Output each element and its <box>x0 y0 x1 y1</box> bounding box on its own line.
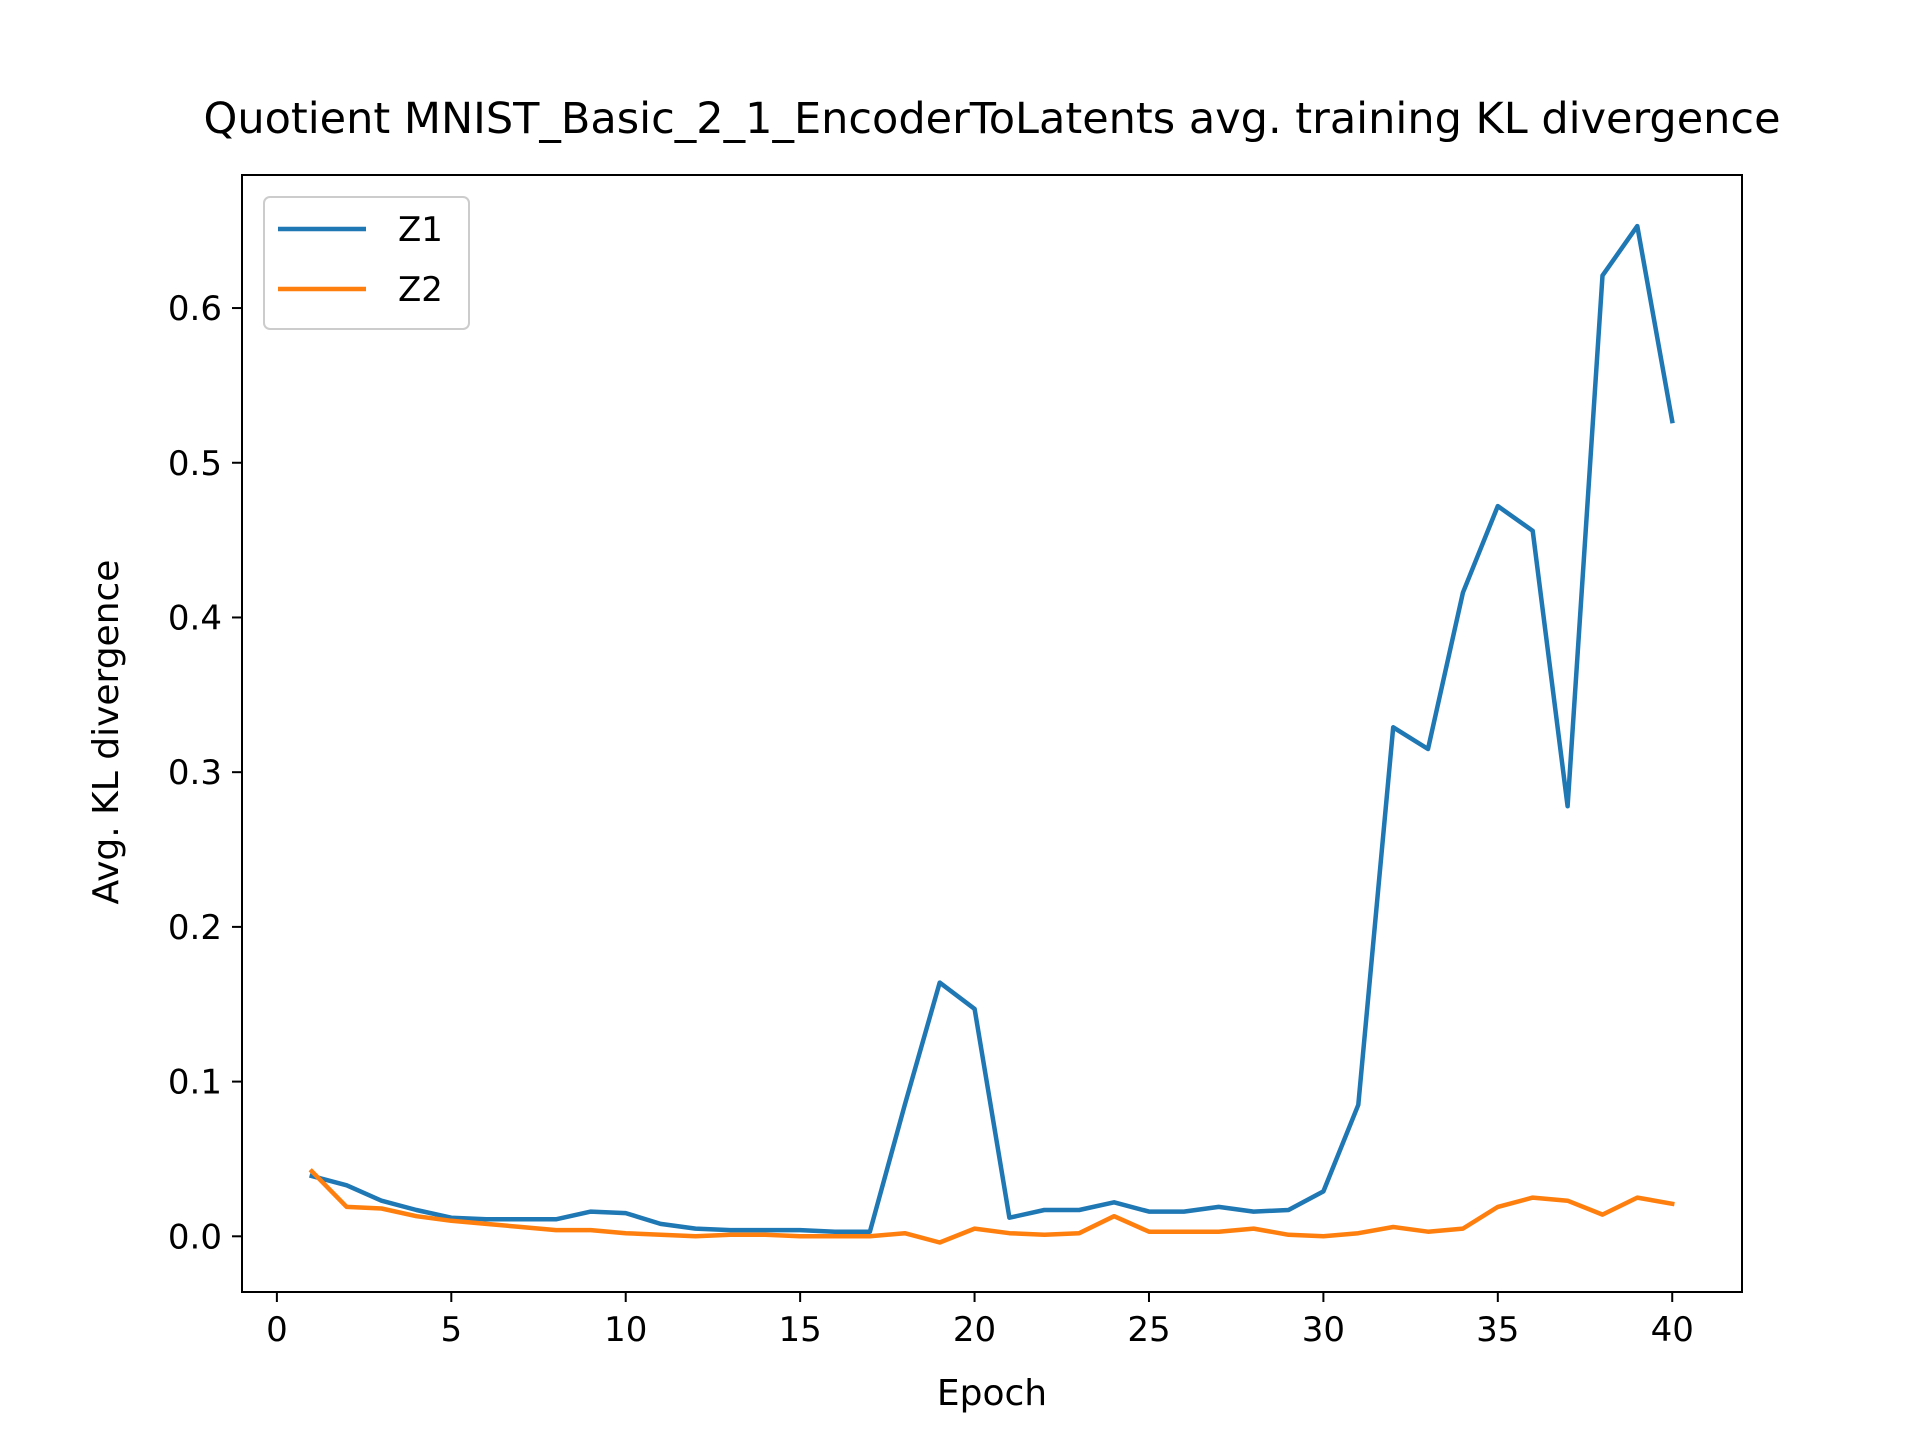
legend: Z1 Z2 <box>263 196 470 330</box>
x-axis-label: Epoch <box>937 1373 1047 1414</box>
series-line-z2 <box>308 1168 1675 1245</box>
x-tick-label: 10 <box>604 1310 647 1350</box>
y-tick-label: 0.0 <box>168 1217 222 1257</box>
series-line-z1 <box>309 223 1675 1234</box>
y-tick-label: 0.2 <box>168 908 222 948</box>
x-tick-label: 15 <box>779 1310 822 1350</box>
legend-label-z1: Z1 <box>398 210 443 250</box>
y-axis: 0.0 0.1 0.2 0.3 0.4 0.5 0.6 <box>168 289 242 1257</box>
x-tick-label: 30 <box>1302 1310 1345 1350</box>
x-tick-label: 5 <box>440 1310 462 1350</box>
x-tick-label: 0 <box>266 1310 288 1350</box>
y-tick-label: 0.6 <box>168 289 222 329</box>
y-tick-label: 0.5 <box>168 444 222 484</box>
x-tick-label: 25 <box>1127 1310 1170 1350</box>
y-tick-label: 0.4 <box>168 598 222 638</box>
plot-area <box>241 174 1743 1293</box>
x-tick-label: 40 <box>1651 1310 1694 1350</box>
y-axis-label: Avg. KL divergence <box>86 560 127 905</box>
x-tick-label: 35 <box>1476 1310 1519 1350</box>
x-axis: 0 5 10 15 20 25 30 35 40 <box>266 1292 1694 1350</box>
y-tick-label: 0.1 <box>168 1063 222 1103</box>
chart-title: Quotient MNIST_Basic_2_1_EncoderToLatent… <box>203 94 1780 144</box>
x-tick-label: 20 <box>953 1310 996 1350</box>
y-tick-label: 0.3 <box>168 753 222 793</box>
legend-label-z2: Z2 <box>398 270 443 310</box>
axes-frame <box>241 174 1743 1293</box>
